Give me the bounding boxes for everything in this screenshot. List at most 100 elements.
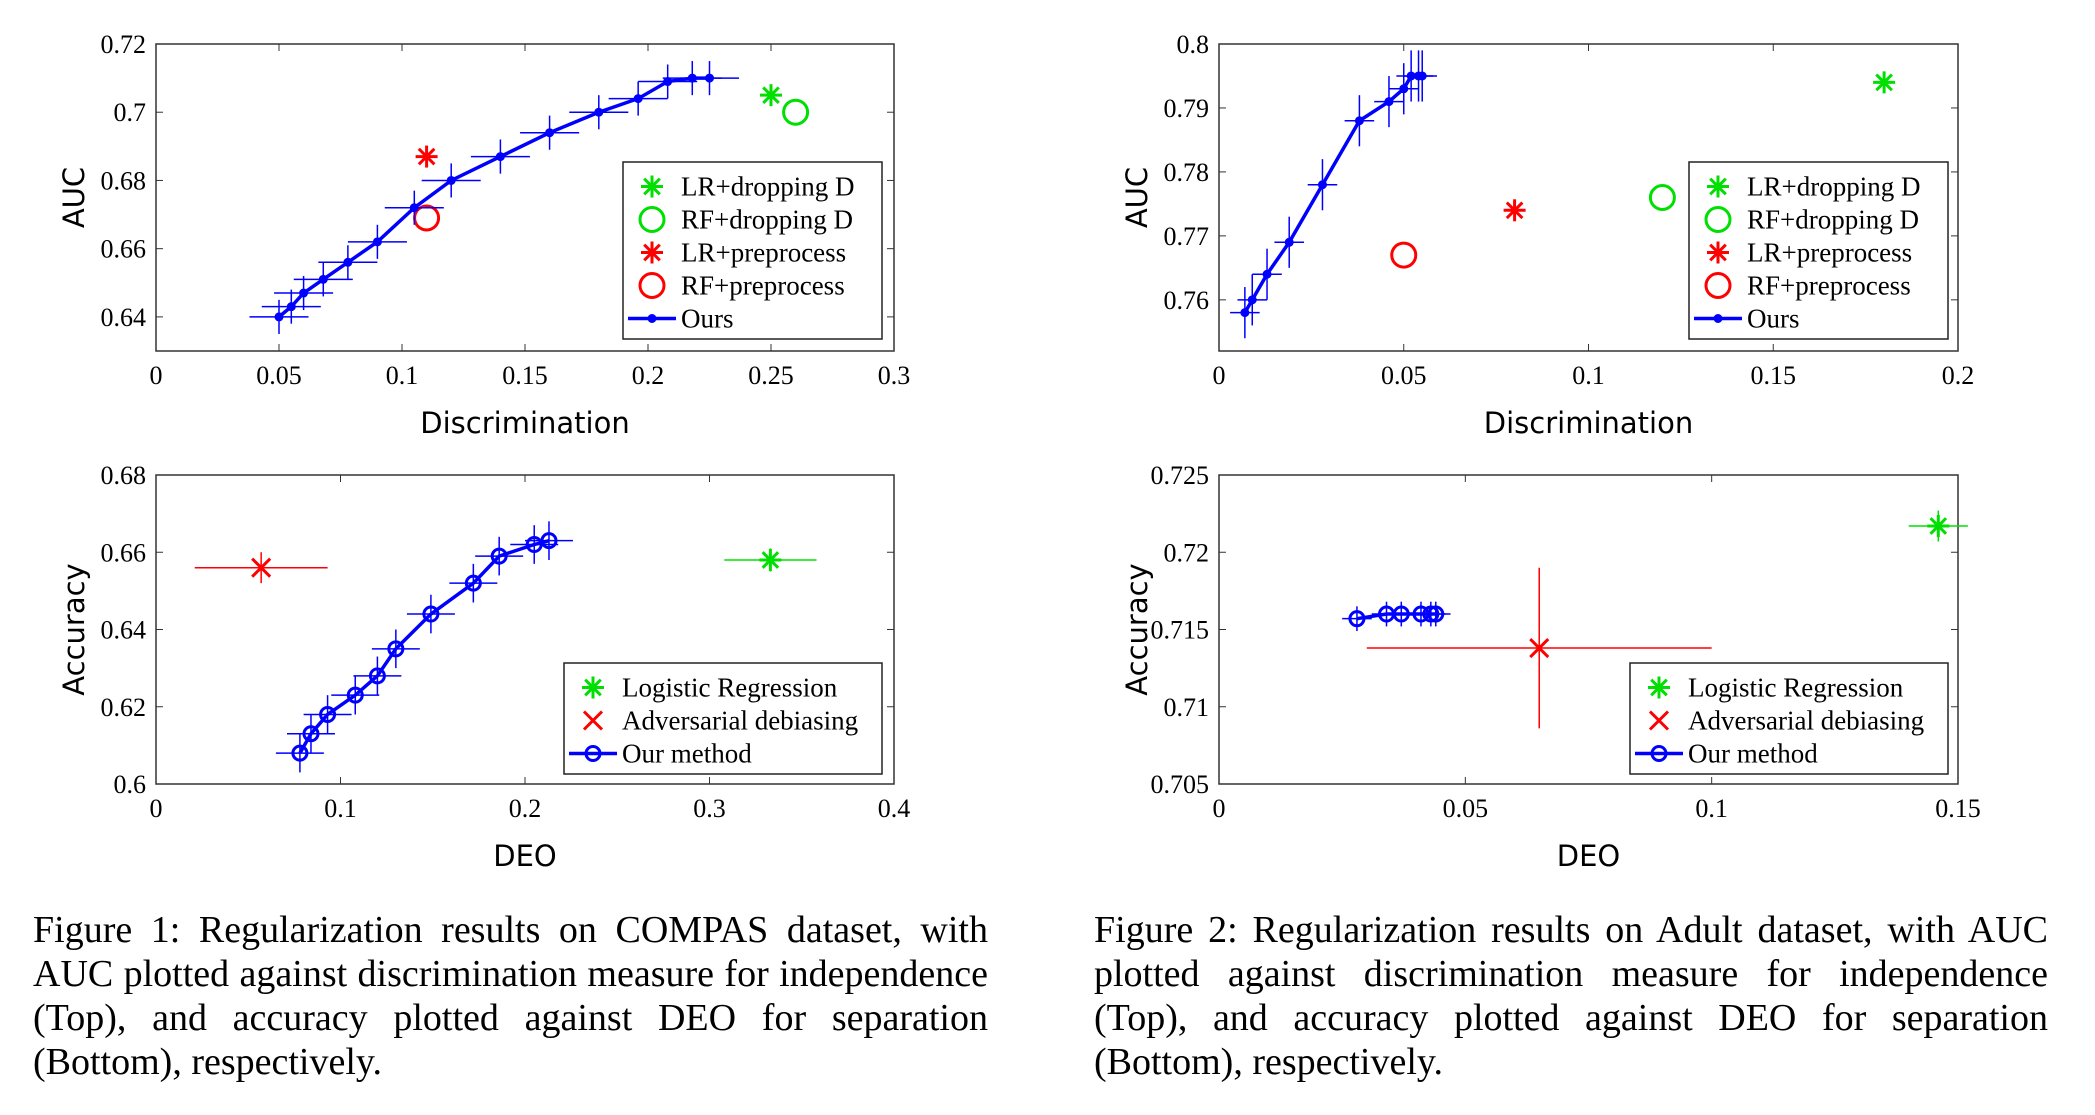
- x-tick-label: 0.05: [1381, 361, 1427, 390]
- legend-label: LR+preprocess: [1747, 238, 1912, 268]
- data-point: [422, 605, 440, 623]
- series-our-method: [1342, 601, 1451, 632]
- x-axis-label: Discrimination: [420, 406, 629, 440]
- data-point: [1247, 295, 1257, 305]
- x-tick-label: 0.3: [878, 361, 911, 390]
- legend-box: [1629, 662, 1949, 775]
- chart-adult-auc: 0 0.05 0.1 0.15 0.2 0.76 0.77 0.78 0.79 0.8 Discri…: [1120, 30, 1974, 440]
- legend-label: Ours: [1747, 304, 1800, 334]
- data-point: [1240, 308, 1250, 318]
- y-tick-label: 0.76: [1164, 286, 1210, 315]
- legend-marker: [1713, 314, 1723, 323]
- legend-marker: [1650, 745, 1668, 762]
- x-tick-label: 0.2: [509, 794, 542, 823]
- legend-label: LR+preprocess: [681, 238, 846, 268]
- series-line: [1356, 612, 1436, 621]
- data-point: [762, 86, 780, 105]
- figure-1-caption: Figure 1: Regularization results on COMP…: [33, 909, 988, 1083]
- y-tick-label: 0.7: [114, 98, 147, 127]
- data-point: [1348, 610, 1366, 628]
- data-point: [1417, 71, 1427, 81]
- legend-marker: [638, 206, 666, 233]
- series-logistic-regression: [724, 548, 817, 572]
- data-point: [525, 536, 543, 554]
- series-lr-dropping-d: [1873, 71, 1896, 94]
- x-tick-label: 0.15: [1751, 361, 1797, 390]
- y-tick-label: 0.8: [1177, 30, 1210, 59]
- y-axis-label: Accuracy: [1120, 563, 1154, 695]
- data-point: [286, 302, 296, 312]
- data-point: [1648, 184, 1676, 211]
- legend-marker: [1709, 177, 1727, 196]
- legend: LR+dropping DRF+dropping DLR+preprocessR…: [622, 161, 883, 340]
- data-point: [251, 557, 272, 578]
- x-tick-label: 0.15: [1935, 794, 1981, 823]
- data-point: [782, 98, 810, 126]
- data-point: [372, 237, 382, 247]
- y-tick-label: 0.66: [101, 538, 147, 567]
- x-tick-label: 0.05: [1443, 794, 1489, 823]
- series-lr-preprocess: [415, 145, 438, 168]
- data-point: [594, 107, 604, 117]
- x-tick-label: 0.1: [386, 361, 419, 390]
- data-point: [417, 147, 436, 166]
- data-point: [464, 574, 482, 592]
- y-axis-label: AUC: [1120, 167, 1154, 228]
- y-tick-label: 0.79: [1164, 94, 1210, 123]
- legend-marker: [584, 745, 602, 762]
- y-axis-label: AUC: [57, 167, 91, 228]
- data-point: [1284, 237, 1294, 247]
- data-point: [387, 640, 405, 658]
- legend-marker: [1709, 243, 1727, 262]
- legend-label: RF+dropping D: [681, 205, 853, 235]
- legend-box: [1688, 161, 1949, 340]
- chart-adult-acc: 0 0.05 0.1 0.15 0.705 0.71 0.715 0.72 0.725 DEO Ac…: [1120, 461, 1981, 873]
- series-lr-dropping-d: [760, 84, 782, 107]
- y-tick-label: 0.68: [101, 461, 147, 490]
- y-tick-label: 0.66: [101, 235, 147, 264]
- series-ours: [249, 61, 740, 334]
- data-point: [1399, 84, 1409, 94]
- data-point: [663, 77, 673, 87]
- y-tick-label: 0.71: [1164, 693, 1210, 722]
- legend-label: Our method: [622, 739, 752, 769]
- data-point: [1384, 97, 1394, 107]
- data-point: [368, 667, 386, 685]
- x-tick-label: 0.25: [748, 361, 794, 390]
- data-point: [302, 725, 320, 743]
- series-adversarial-debiasing: [1366, 567, 1712, 729]
- x-tick-label: 0.1: [324, 794, 357, 823]
- legend-label: Adversarial debiasing: [1688, 706, 1924, 736]
- legend-marker: [638, 272, 666, 299]
- data-point: [1529, 637, 1550, 659]
- legend-marker: [584, 678, 602, 697]
- x-tick-label: 0.3: [693, 794, 726, 823]
- x-tick-label: 0.4: [878, 794, 911, 823]
- data-point: [409, 203, 419, 213]
- legend-marker: [1650, 678, 1668, 697]
- y-tick-label: 0.77: [1164, 222, 1210, 251]
- legend-label: Logistic Regression: [1688, 673, 1904, 703]
- x-tick-label: 0.1: [1572, 361, 1605, 390]
- data-point: [490, 547, 508, 565]
- series-our-method: [275, 521, 573, 773]
- y-tick-label: 0.62: [101, 693, 147, 722]
- y-tick-label: 0.725: [1151, 461, 1210, 490]
- legend-marker: [643, 177, 661, 196]
- x-tick-label: 0: [150, 794, 163, 823]
- legend-marker: [1648, 710, 1670, 731]
- legend-label: Our method: [1688, 739, 1818, 769]
- x-tick-label: 0.1: [1695, 794, 1728, 823]
- data-point: [1929, 517, 1948, 535]
- data-point: [1262, 269, 1272, 279]
- legend-box: [563, 662, 883, 775]
- legend-marker: [1704, 206, 1732, 233]
- data-point: [1875, 73, 1893, 92]
- legend-label: Logistic Regression: [622, 673, 838, 703]
- x-tick-label: 0: [1213, 361, 1226, 390]
- legend-label: Ours: [681, 304, 734, 334]
- data-point: [761, 551, 780, 569]
- series-logistic-regression: [1908, 510, 1968, 542]
